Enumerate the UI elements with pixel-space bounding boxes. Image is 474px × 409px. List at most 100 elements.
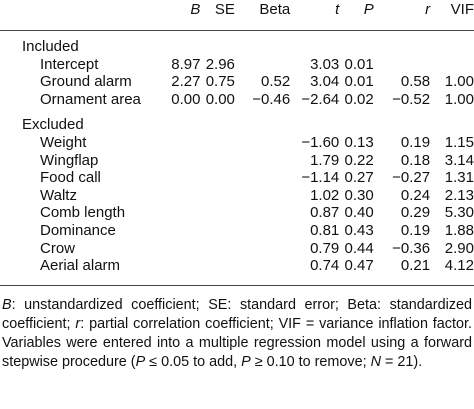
cell: 1.79 bbox=[310, 151, 340, 169]
cell: 0.13 bbox=[344, 133, 374, 151]
cell bbox=[235, 204, 290, 222]
cell: 0.21 bbox=[400, 257, 431, 275]
cell bbox=[157, 257, 201, 275]
cell: −1.60 bbox=[301, 133, 340, 151]
cell: 0.81 bbox=[310, 221, 340, 239]
row-label: Aerial alarm bbox=[40, 257, 121, 275]
cell bbox=[235, 257, 290, 275]
cell: 2.27 bbox=[171, 73, 201, 91]
footnote-text: ≥ 0.10 to remove; bbox=[250, 354, 371, 370]
cell: −0.52 bbox=[392, 90, 431, 108]
data-row: Food call −1.14 0.27 −0.27 1.31 bbox=[0, 169, 474, 187]
cell bbox=[235, 56, 290, 74]
cell bbox=[157, 152, 201, 170]
cell: 1.31 bbox=[444, 169, 474, 187]
cell bbox=[235, 187, 290, 205]
cell: 4.12 bbox=[444, 257, 474, 275]
row-label: Comb length bbox=[40, 204, 126, 222]
cell bbox=[235, 222, 290, 240]
cell: 0.24 bbox=[400, 186, 431, 204]
data-row: Aerial alarm 0.74 0.47 0.21 4.12 bbox=[0, 257, 474, 275]
cell: 3.04 bbox=[310, 73, 340, 91]
row-label: Crow bbox=[40, 239, 76, 257]
data-row: Weight −1.60 0.13 0.19 1.15 bbox=[0, 134, 474, 152]
cell: 0.40 bbox=[344, 204, 374, 222]
data-row: Wingflap 1.79 0.22 0.18 3.14 bbox=[0, 152, 474, 170]
table-body: Included Intercept 8.97 2.96 3.03 0.01 Ground … bbox=[0, 22, 474, 275]
cell bbox=[200, 134, 234, 152]
spacer-row bbox=[0, 108, 474, 116]
cell bbox=[200, 152, 234, 170]
cell: 0.22 bbox=[344, 151, 374, 169]
cell: 0.19 bbox=[400, 221, 431, 239]
column-header: P bbox=[363, 1, 374, 18]
data-row: Comb length 0.87 0.40 0.29 5.30 bbox=[0, 204, 474, 222]
cell bbox=[235, 152, 290, 170]
cell bbox=[235, 169, 290, 187]
cell: 0.79 bbox=[310, 239, 340, 257]
cell: 0.44 bbox=[344, 239, 374, 257]
cell: 5.30 bbox=[444, 204, 474, 222]
cell: 0.19 bbox=[400, 133, 431, 151]
cell: 0.43 bbox=[344, 221, 374, 239]
cell: 1.15 bbox=[444, 133, 474, 151]
cell: 0.75 bbox=[205, 73, 235, 91]
row-label: Intercept bbox=[40, 55, 99, 73]
column-header: r bbox=[425, 1, 431, 18]
footnote: B: unstandardized coefficient; SE: stand… bbox=[2, 296, 472, 372]
cell: 1.02 bbox=[310, 186, 340, 204]
data-row: Waltz 1.02 0.30 0.24 2.13 bbox=[0, 187, 474, 205]
data-row: Crow 0.79 0.44 −0.36 2.90 bbox=[0, 240, 474, 258]
footnote-text: ≤ 0.05 to add, bbox=[145, 354, 242, 370]
cell: 3.14 bbox=[444, 151, 474, 169]
cell bbox=[200, 240, 234, 258]
group-row: Included bbox=[0, 38, 474, 56]
cell: 0.29 bbox=[400, 204, 431, 222]
cell: 0.18 bbox=[400, 151, 431, 169]
footnote-text: = 21). bbox=[381, 354, 423, 370]
row-label: Ground alarm bbox=[40, 73, 132, 91]
cell: 0.74 bbox=[310, 257, 340, 275]
cell: −0.27 bbox=[392, 169, 431, 187]
footnote-italic: r bbox=[75, 316, 81, 332]
row-label: Wingflap bbox=[40, 151, 99, 169]
footnote-italic: B bbox=[2, 297, 12, 313]
footnote-italic: N bbox=[370, 354, 382, 370]
header-rule bbox=[0, 30, 474, 31]
cell: 1.00 bbox=[444, 73, 474, 91]
cell: 0.00 bbox=[171, 90, 201, 108]
row-label: Weight bbox=[40, 133, 87, 151]
cell: 0.00 bbox=[205, 90, 235, 108]
column-header: B bbox=[190, 1, 201, 18]
cell bbox=[200, 169, 234, 187]
bottom-rule bbox=[0, 285, 474, 286]
group-row: Excluded bbox=[0, 116, 474, 134]
footnote-italic: P bbox=[241, 354, 251, 370]
cell bbox=[157, 204, 201, 222]
cell: 1.88 bbox=[444, 221, 474, 239]
cell: 2.13 bbox=[444, 186, 474, 204]
data-row: Ornament area 0.00 0.00 −0.46 −2.64 0.02 −0.52… bbox=[0, 91, 474, 109]
cell bbox=[235, 134, 290, 152]
cell bbox=[235, 240, 290, 258]
cell bbox=[200, 204, 234, 222]
cell: 0.30 bbox=[344, 186, 374, 204]
row-label: Ornament area bbox=[40, 90, 141, 108]
cell: 3.03 bbox=[310, 55, 340, 73]
cell bbox=[157, 187, 201, 205]
cell: −0.36 bbox=[392, 239, 431, 257]
cell bbox=[157, 240, 201, 258]
cell: −0.46 bbox=[252, 90, 291, 108]
cell: 2.90 bbox=[444, 239, 474, 257]
data-row: Ground alarm 2.27 0.75 0.52 3.04 0.01 0.58 1.00 bbox=[0, 73, 474, 91]
footnote-text: : partial correlation coefficient; VIF =… bbox=[2, 316, 472, 370]
cell: −1.14 bbox=[301, 169, 340, 187]
cell bbox=[157, 222, 201, 240]
footnote-italic: P bbox=[135, 354, 146, 370]
column-header: SE bbox=[214, 1, 235, 18]
column-header: Beta bbox=[259, 1, 291, 18]
row-label: Dominance bbox=[40, 221, 116, 239]
